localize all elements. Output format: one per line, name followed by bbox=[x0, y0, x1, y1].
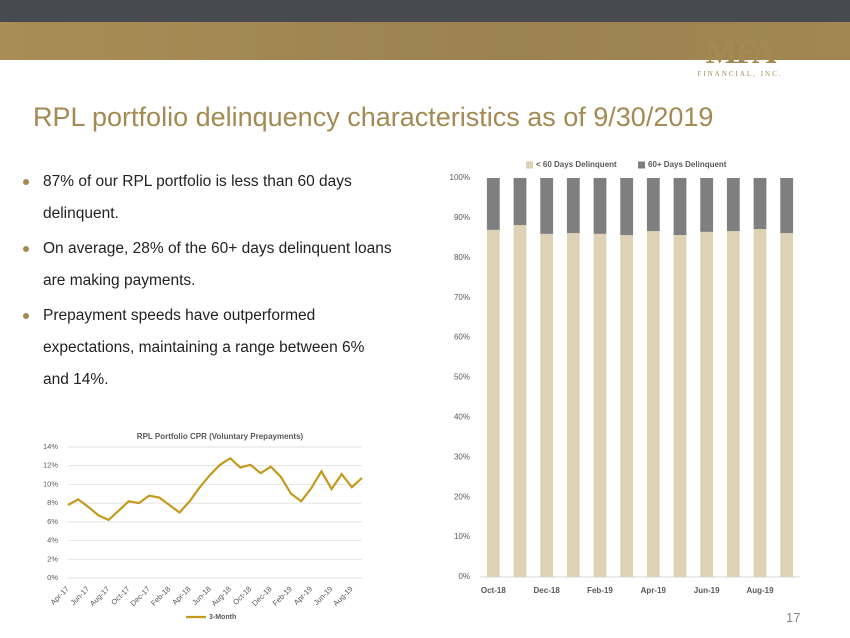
bar-segment bbox=[780, 233, 794, 577]
x-tick-label: Oct-18 bbox=[231, 584, 253, 606]
bar-segment bbox=[593, 233, 607, 578]
bar-segment bbox=[566, 233, 580, 577]
line bbox=[67, 456, 363, 522]
legend-swatch bbox=[638, 161, 645, 169]
bar-segment bbox=[726, 231, 740, 577]
bar-segment bbox=[620, 235, 634, 577]
y-tick-label: 70% bbox=[454, 293, 470, 302]
bar-segment bbox=[726, 178, 740, 232]
x-tick-label: Oct-18 bbox=[481, 586, 506, 595]
x-tick-label: Aug-17 bbox=[88, 584, 111, 607]
bar-segment bbox=[780, 178, 794, 234]
logo: MFA FINANCIAL, INC. bbox=[680, 34, 800, 79]
bar-segment bbox=[753, 229, 767, 577]
x-tick-label: Apr-19 bbox=[641, 586, 667, 595]
bar-segment bbox=[513, 225, 527, 577]
legend-label: 60+ Days Delinquent bbox=[648, 160, 727, 169]
y-tick-label: 30% bbox=[454, 452, 470, 461]
x-tick-label: Jun-19 bbox=[312, 584, 335, 607]
bar-segment bbox=[646, 178, 660, 232]
y-tick-label: 4% bbox=[47, 536, 58, 545]
y-tick-label: 20% bbox=[454, 492, 470, 501]
bar-segment bbox=[486, 178, 500, 230]
y-tick-label: 100% bbox=[450, 173, 470, 182]
y-tick-label: 40% bbox=[454, 413, 470, 422]
bar-segment bbox=[540, 233, 554, 578]
y-tick-label: 80% bbox=[454, 253, 470, 262]
legend-swatch bbox=[526, 161, 533, 169]
y-tick-label: 90% bbox=[454, 213, 470, 222]
bar-segment bbox=[700, 178, 714, 232]
y-tick-label: 8% bbox=[47, 498, 58, 507]
x-tick-label: Apr-17 bbox=[49, 584, 71, 606]
x-tick-label: Apr-18 bbox=[170, 584, 192, 606]
bullet-list: 87% of our RPL portfolio is less than 60… bbox=[22, 166, 392, 399]
x-tick-label: Jun-19 bbox=[694, 586, 720, 595]
bar-segment bbox=[753, 178, 767, 230]
y-tick-label: 10% bbox=[43, 479, 58, 488]
x-tick-label: Dec-18 bbox=[534, 586, 561, 595]
legend-label: < 60 Days Delinquent bbox=[536, 160, 617, 169]
x-tick-label: Feb-19 bbox=[587, 586, 613, 595]
y-tick-label: 6% bbox=[47, 517, 58, 526]
y-tick-label: 50% bbox=[454, 373, 470, 382]
bar-segment bbox=[593, 178, 607, 234]
x-tick-label: Jun-18 bbox=[190, 584, 213, 607]
bar-segment bbox=[486, 229, 500, 577]
x-tick-label: Oct-17 bbox=[109, 584, 131, 606]
y-tick-label: 2% bbox=[47, 554, 58, 563]
x-tick-label: Aug-18 bbox=[210, 584, 233, 607]
y-tick-label: 14% bbox=[43, 442, 58, 451]
bar-segment bbox=[673, 178, 687, 236]
header-band bbox=[0, 22, 850, 60]
bar-segment bbox=[513, 178, 527, 226]
x-tick-label: Dec-17 bbox=[128, 584, 151, 607]
chart-title: RPL Portfolio CPR (Voluntary Prepayments… bbox=[137, 432, 304, 441]
x-tick-label: Feb-19 bbox=[271, 584, 294, 607]
x-tick-label: Dec-18 bbox=[250, 584, 273, 607]
bullet: On average, 28% of the 60+ days delinque… bbox=[22, 233, 392, 297]
y-tick-label: 12% bbox=[43, 461, 58, 470]
logo-name: MFA bbox=[705, 34, 777, 71]
bullet: Prepayment speeds have outperformed expe… bbox=[22, 300, 392, 396]
x-tick-label: Feb-18 bbox=[149, 584, 172, 607]
bar-segment bbox=[566, 178, 580, 234]
x-tick-label: Apr-19 bbox=[292, 584, 314, 606]
bar-segment bbox=[646, 231, 660, 577]
top-bar bbox=[0, 0, 850, 22]
bar-segment bbox=[620, 178, 634, 236]
bar-segment bbox=[673, 235, 687, 577]
x-tick-label: Aug-19 bbox=[331, 584, 354, 607]
x-tick-label: Aug-19 bbox=[746, 586, 774, 595]
legend-label: 3-Month bbox=[209, 614, 236, 621]
page-number: 17 bbox=[786, 610, 801, 625]
y-tick-label: 10% bbox=[454, 532, 470, 541]
x-tick-label: Jun-17 bbox=[69, 584, 92, 607]
logo-subtitle: FINANCIAL, INC. bbox=[697, 70, 783, 78]
bar-segment bbox=[540, 178, 554, 234]
slide-title: RPL portfolio delinquency characteristic… bbox=[33, 102, 714, 132]
y-tick-label: 0% bbox=[47, 573, 58, 582]
y-tick-label: 0% bbox=[458, 572, 470, 581]
bullet: 87% of our RPL portfolio is less than 60… bbox=[22, 166, 392, 230]
y-tick-label: 60% bbox=[454, 333, 470, 342]
bar-segment bbox=[700, 231, 714, 578]
